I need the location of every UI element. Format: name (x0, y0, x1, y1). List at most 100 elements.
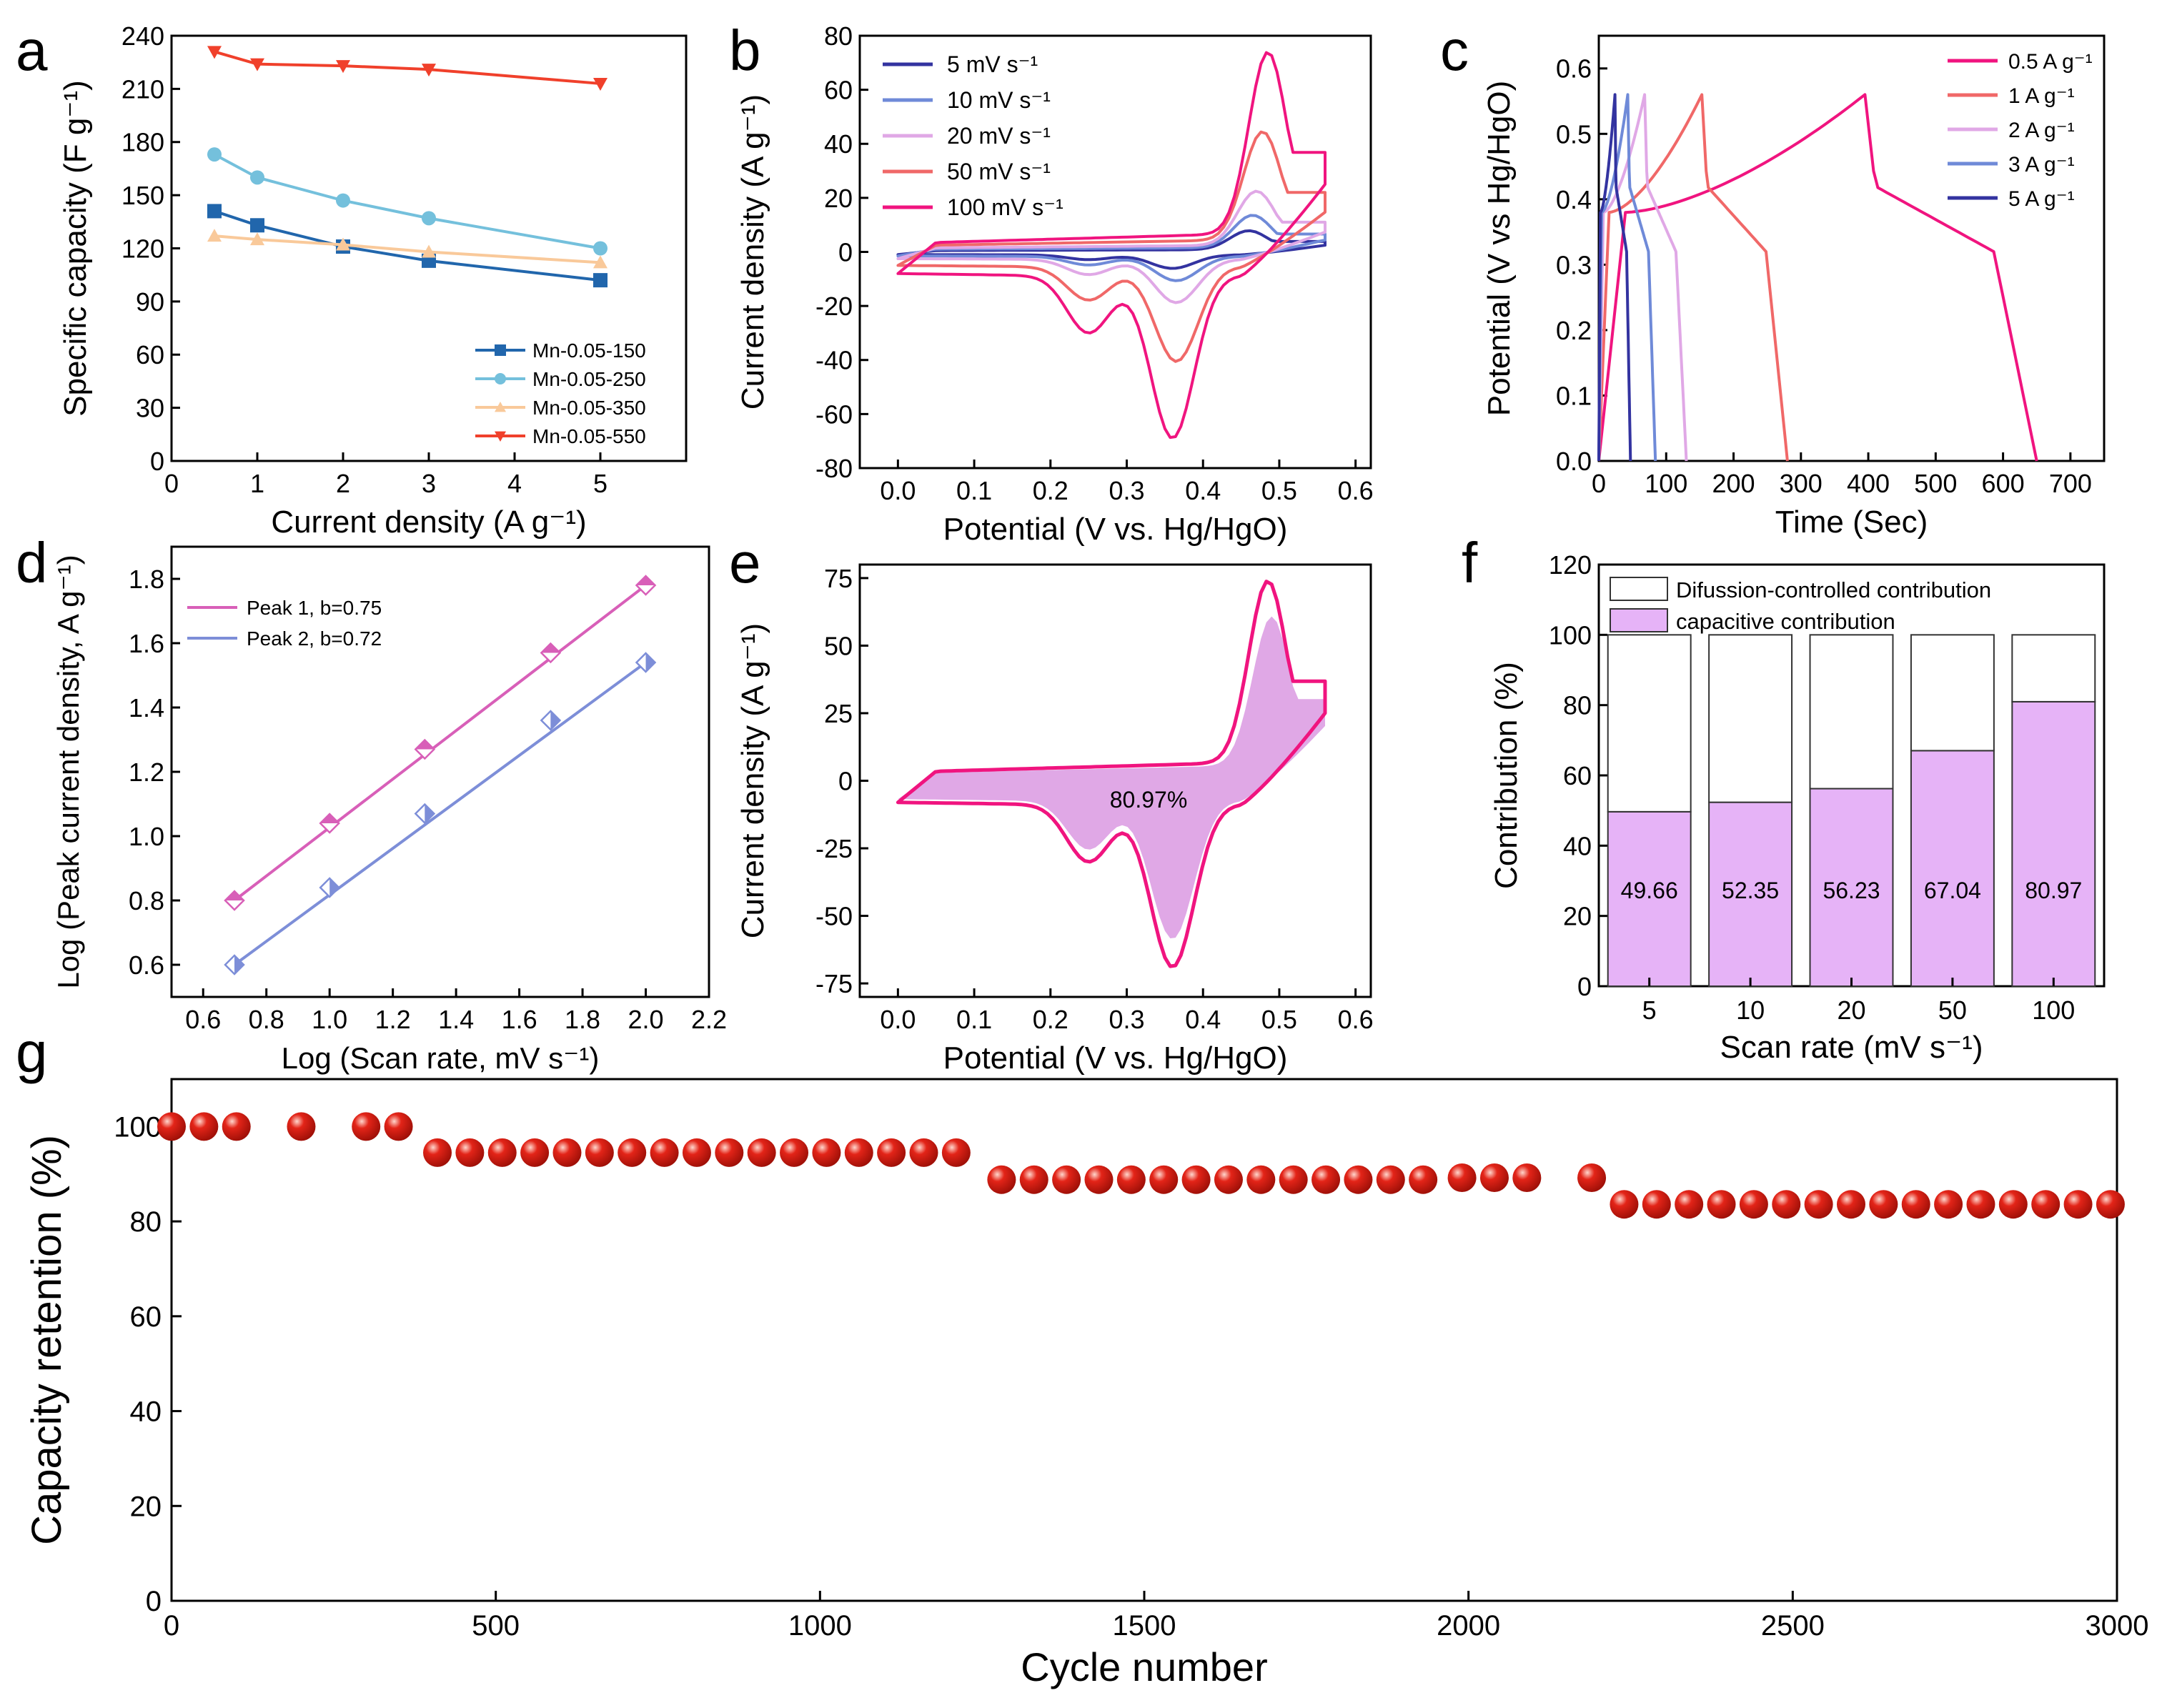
data-point (1344, 1165, 1373, 1194)
x-tick-label: 1 (250, 469, 264, 498)
data-point (1836, 1190, 1865, 1219)
x-tick-label: 0.6 (185, 1005, 221, 1034)
x-tick-label: 0 (1592, 469, 1606, 498)
legend-label: Difussion-controlled contribution (1676, 577, 1991, 602)
panel-letter: e (729, 531, 761, 595)
y-tick-label: 0 (146, 1586, 162, 1617)
data-point (844, 1138, 873, 1167)
y-tick-label: 20 (1563, 902, 1592, 931)
bar-capacitive (1708, 801, 1793, 988)
x-axis-label: Potential (V vs. Hg/HgO) (943, 1041, 1288, 1076)
y-tick-label: 0.5 (1556, 119, 1592, 149)
bar-data-label: 56.23 (1823, 878, 1880, 903)
series-3: 3 A g⁻¹ (1597, 93, 2075, 462)
data-point (747, 1138, 776, 1167)
x-tick-label: 3 (422, 469, 436, 498)
y-tick-label: 40 (1563, 831, 1592, 860)
data-point (593, 255, 608, 269)
fit-line (233, 584, 647, 902)
data-point (780, 1138, 809, 1167)
data-point (2096, 1190, 2125, 1219)
y-tick-label: 20 (824, 184, 853, 213)
legend-swatch (1610, 577, 1668, 601)
data-point (1869, 1190, 1898, 1219)
x-tick-label: 1.8 (565, 1005, 600, 1034)
x-axis-label: Time (Sec) (1775, 505, 1928, 540)
y-tick-label: -80 (815, 454, 853, 483)
y-tick-label: 60 (130, 1301, 162, 1333)
legend-label: Peak 2, b=0.72 (247, 627, 382, 650)
series-line (1597, 93, 2038, 462)
legend-label: Peak 1, b=0.75 (247, 597, 382, 619)
y-tick-label: 210 (122, 74, 164, 104)
bar-data-label: 80.97 (2025, 878, 2082, 903)
x-axis-label: Potential (V vs. Hg/HgO) (943, 512, 1288, 547)
series-1: 10 mV s⁻¹ (883, 87, 1327, 282)
data-point (1376, 1165, 1405, 1194)
data-point (487, 1138, 517, 1167)
data-point (189, 1112, 219, 1141)
data-point (1447, 1163, 1477, 1193)
y-tick-label: 0 (838, 766, 853, 795)
series-line (896, 229, 1327, 270)
legend-label: 0.5 A g⁻¹ (2008, 50, 2093, 74)
data-point (1772, 1190, 1801, 1219)
data-point (2031, 1190, 2061, 1219)
y-tick-label: -25 (815, 834, 853, 863)
bar-capacitive (1809, 788, 1894, 988)
y-tick-label: -20 (815, 292, 853, 321)
data-point (552, 1138, 582, 1167)
legend-label: 5 A g⁻¹ (2008, 187, 2075, 211)
series-line (214, 153, 601, 250)
y-tick-label: -40 (815, 346, 853, 375)
legend-label: 1 A g⁻¹ (2008, 84, 2075, 108)
panel-f: 0 20 40 60 80 100 120 49.66 5 52.35 10 56.23 20 67.04… (1489, 550, 2106, 1065)
y-tick-label: 0.6 (129, 950, 164, 980)
y-tick-label: 80 (1563, 691, 1592, 720)
x-tick-label: 0.4 (1185, 476, 1221, 505)
bar-diffusion (1708, 634, 1793, 803)
series-4: 5 A g⁻¹ (1597, 93, 2075, 462)
data-point (287, 1112, 316, 1141)
series-line (1597, 93, 1657, 462)
capacitive-area (898, 616, 1325, 938)
legend-label: 50 mV s⁻¹ (947, 159, 1051, 184)
data-point (877, 1138, 906, 1167)
data-point (222, 1112, 251, 1141)
bar-data-label: 49.66 (1621, 878, 1678, 903)
series-line (896, 51, 1327, 440)
legend-label: capacitive contribution (1676, 609, 1895, 634)
legend-swatch (1610, 608, 1668, 632)
series-2: Mn-0.05-350 (207, 229, 646, 419)
data-point (1577, 1163, 1607, 1193)
data-point-fill (329, 878, 339, 897)
data-point (2063, 1190, 2093, 1219)
data-point (1675, 1190, 1704, 1219)
legend-label: Mn-0.05-550 (532, 425, 646, 447)
x-tick-label: 0.1 (956, 1005, 992, 1034)
x-tick-label: 2500 (1761, 1610, 1825, 1642)
y-tick-label: 0.4 (1556, 185, 1592, 214)
x-tick-label: 0.2 (1033, 476, 1068, 505)
legend-marker (495, 373, 506, 384)
x-tick-label: 1500 (1113, 1610, 1176, 1642)
x-tick-label: 0.2 (1033, 1005, 1068, 1034)
x-tick-label: 100 (1645, 469, 1687, 498)
legend-marker (495, 344, 506, 356)
data-point (207, 147, 222, 162)
x-tick-label: 300 (1780, 469, 1823, 498)
y-tick-label: 150 (122, 181, 164, 210)
y-tick-label: 120 (122, 234, 164, 263)
series-line (896, 214, 1327, 282)
x-tick-label: 200 (1712, 469, 1755, 498)
x-tick-label: 700 (2049, 469, 2092, 498)
y-tick-label: 40 (130, 1396, 162, 1428)
data-point (336, 60, 350, 74)
y-tick-label: 1.8 (129, 565, 164, 594)
x-tick-label: 1.6 (502, 1005, 537, 1034)
data-point (384, 1112, 413, 1141)
x-tick-label: 4 (507, 469, 522, 498)
panel-g: 0 500 1000 1500 2000 2500 3000 0 20 40 60 80 100 Cycl… (24, 1078, 2148, 1689)
legend-label: 5 mV s⁻¹ (947, 51, 1038, 77)
legend-label: 3 A g⁻¹ (2008, 153, 2075, 177)
